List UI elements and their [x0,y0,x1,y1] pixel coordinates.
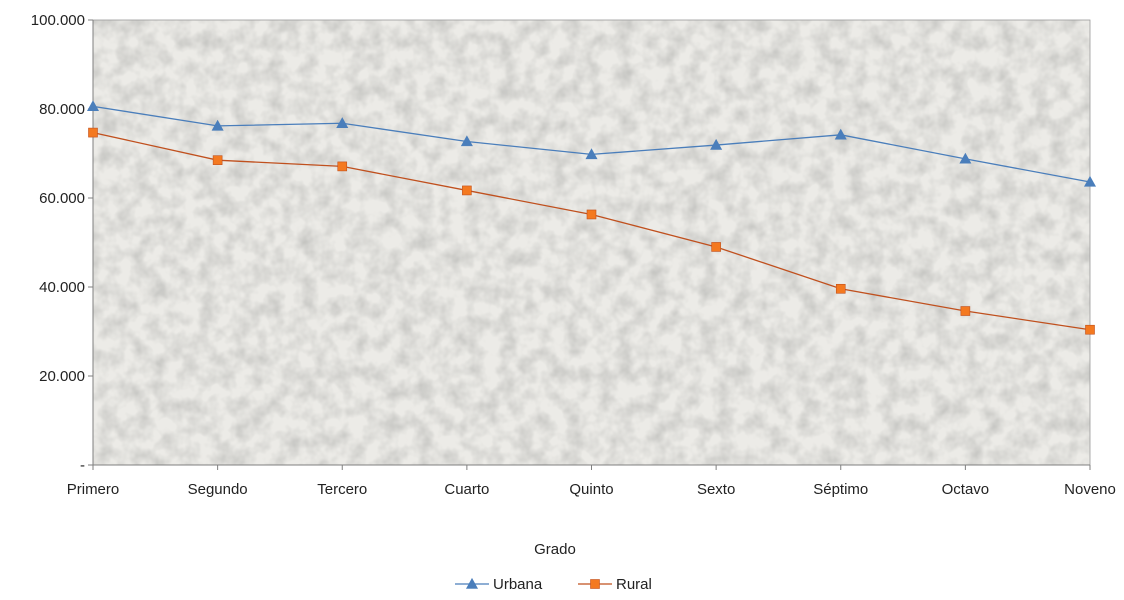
series-urbana [86,100,1097,187]
legend-label-rural: Rural [616,576,652,593]
data-point-urbana [710,138,723,150]
legend-marker-rural [590,579,600,589]
data-point-rural [711,242,721,252]
plot-area-background [92,19,1091,466]
y-axis: - 20.000 40.000 60.000 80.000 100.000 [31,12,94,474]
x-tick-label: Sexto [697,481,735,498]
legend-item-rural: Rural [578,576,652,593]
plot-area-texture [93,20,1090,465]
data-point-rural [835,283,846,294]
data-point-rural [337,161,348,172]
legend-label-urbana: Urbana [493,576,543,593]
data-point-urbana [834,128,847,140]
data-point-urbana [959,152,972,164]
legend: Urbana Rural [455,576,652,593]
data-point-rural [1085,324,1095,335]
data-point-urbana [86,100,100,112]
x-tick-label: Segundo [188,481,248,498]
data-point-rural [212,155,223,165]
y-tick-label: 60.000 [39,190,85,207]
data-point-rural [586,209,597,220]
y-tick-label: 100.000 [31,12,85,29]
x-tick-label: Séptimo [813,481,868,498]
series-layer [86,100,1097,335]
data-point-urbana [585,148,598,160]
y-tick-label: - [80,457,85,474]
legend-item-urbana: Urbana [455,576,543,593]
x-tick-label: Primero [67,481,120,498]
data-point-urbana [460,135,473,147]
x-tick-label: Quinto [569,481,613,498]
series-rural [88,127,1095,335]
y-tick-label: 20.000 [39,368,85,385]
x-axis-title: Grado [534,541,576,558]
x-tick-label: Octavo [942,481,990,498]
x-tick-label: Noveno [1064,481,1116,498]
x-tick-label: Tercero [317,481,367,498]
y-tick-label: 80.000 [39,101,85,118]
data-point-rural [88,127,98,138]
data-point-rural [462,185,472,196]
x-tick-label: Cuarto [444,481,489,498]
x-axis: Primero Segundo Tercero Cuarto Quinto Sexto Sé… [67,464,1116,498]
data-point-urbana [211,119,224,131]
y-tick-label: 40.000 [39,279,85,296]
data-point-urbana [336,117,349,128]
data-point-rural [960,306,971,316]
legend-marker-urbana [465,577,479,589]
data-point-urbana [1083,175,1097,187]
